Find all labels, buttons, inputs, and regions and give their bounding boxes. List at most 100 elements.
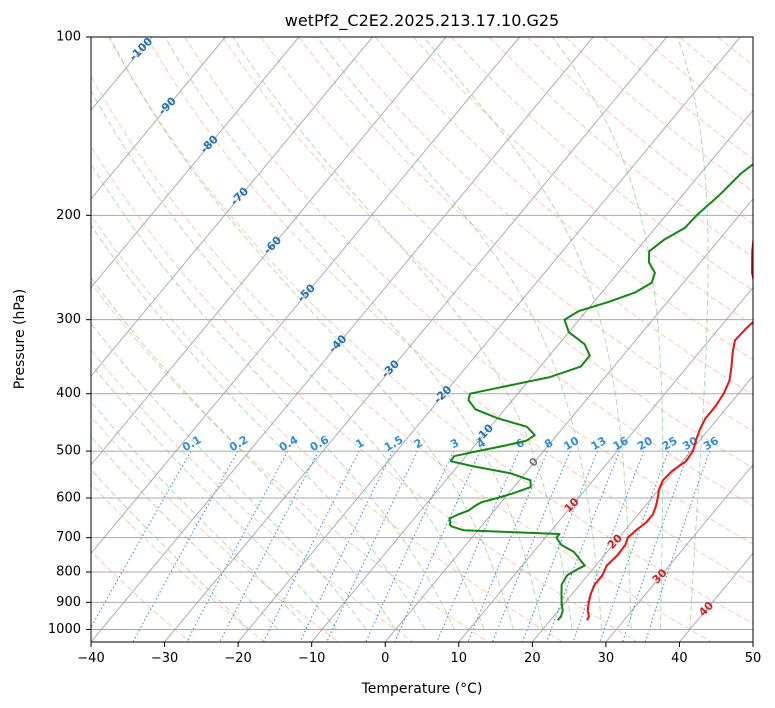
isotherm-line [237, 37, 741, 642]
moist-adiabat [91, 322, 367, 630]
isotherm-label: -60 [261, 233, 284, 256]
mixing-ratio-label: 20 [635, 434, 655, 453]
moist-adiabat [164, 37, 544, 630]
x-tick-label: −30 [151, 651, 178, 666]
dry-adiabat [146, 37, 753, 585]
dry-adiabat [488, 37, 753, 258]
isotherm-label: -80 [198, 132, 221, 155]
isotherm-label: -100 [127, 35, 156, 64]
y-axis-label: Pressure (hPa) [12, 289, 28, 389]
mixing-ratio-line [546, 450, 621, 642]
mixing-ratio-label: 16 [611, 434, 631, 453]
mixing-ratio-line [186, 450, 289, 642]
dry-adiabat [91, 214, 563, 642]
mixing-ratio-line [644, 450, 711, 642]
y-tick-label: 1000 [48, 622, 81, 637]
x-tick-label: 0 [381, 651, 389, 666]
dry-adiabat [91, 550, 191, 642]
dry-adiabat [184, 37, 753, 545]
mixing-ratio-line [91, 450, 192, 629]
moist-adiabat [91, 224, 426, 630]
moist-adiabat [91, 89, 485, 630]
moist-adiabat [551, 37, 664, 630]
temperature-line [586, 234, 753, 621]
x-tick-label: −10 [298, 651, 325, 666]
isotherm-label: -20 [431, 383, 454, 406]
moist-adiabat [91, 468, 249, 630]
x-tick-label: 40 [671, 651, 688, 666]
mixing-ratio-label: 3 [448, 436, 461, 451]
isotherm-line [679, 552, 753, 642]
isotherm-line [752, 641, 753, 642]
y-tick-label: 200 [56, 208, 81, 223]
mixing-ratio-label: 2 [412, 436, 425, 451]
mixing-ratio-line [492, 450, 571, 642]
dry-adiabat [450, 37, 753, 292]
y-tick-label: 900 [56, 595, 81, 610]
isotherm-line [91, 37, 300, 289]
dry-adiabat [679, 37, 753, 97]
moist-adiabat [316, 37, 603, 630]
dry-adiabat [412, 37, 753, 326]
isotherm-line [605, 463, 753, 642]
dry-adiabat [91, 482, 265, 642]
mixing-ratio-label: 13 [589, 434, 609, 453]
isotherm-label: -90 [156, 94, 179, 117]
mixing-ratio-line [326, 450, 418, 642]
isotherm-line [91, 37, 373, 377]
x-tick-label: 30 [598, 651, 615, 666]
x-tick-label: 10 [451, 651, 468, 666]
x-tick-label: −40 [77, 651, 104, 666]
moist-adiabat [109, 37, 514, 630]
isotherm-label: -30 [379, 357, 402, 380]
mixing-ratio-label: 8 [542, 436, 555, 451]
isotherm-line [458, 286, 753, 642]
mixing-ratio-label: 1 [353, 436, 366, 451]
y-tick-label: 300 [56, 312, 81, 327]
y-tick-label: 400 [56, 386, 81, 401]
x-axis: −40 −30 −20 −10 0 10 20 30 40 50 [77, 642, 761, 666]
dewpoint-line [448, 163, 753, 621]
moist-adiabat [677, 37, 709, 630]
dry-adiabat [91, 415, 340, 642]
isotherm-line [91, 37, 520, 555]
dry-adiabat [91, 349, 414, 642]
mixing-ratio-line [299, 450, 394, 642]
y-tick-label: 800 [56, 565, 81, 580]
y-tick-label: 600 [56, 491, 81, 506]
isotherm-line [0, 37, 5, 642]
isotherm-line [531, 375, 753, 642]
moist-adiabat [91, 400, 308, 630]
dry-adiabat [108, 37, 753, 625]
mixing-ratio-line [219, 450, 319, 642]
mixing-ratio-line [436, 450, 520, 642]
x-tick-label: 20 [524, 651, 541, 666]
moist-adiabat [91, 435, 279, 630]
y-axis: 100 200 300 400 500 600 700 800 900 1000 [48, 30, 91, 637]
dry-adiabat [91, 145, 638, 642]
isotherm-line [91, 37, 226, 200]
plot-frame [90, 36, 754, 643]
dry-adiabat [374, 37, 753, 361]
x-tick-label: 50 [745, 651, 762, 666]
dry-adiabat [222, 37, 753, 507]
dry-adiabat [91, 281, 489, 642]
y-tick-label: 500 [56, 444, 81, 459]
mixing-ratio-label: 36 [701, 434, 721, 453]
mixing-ratio-line [132, 450, 239, 642]
x-axis-label: Temperature (°C) [361, 681, 483, 697]
moist-adiabat [232, 37, 573, 630]
mixing-ratio-line [522, 450, 598, 642]
y-tick-label: 700 [56, 530, 81, 545]
x-tick-label: −20 [224, 651, 251, 666]
isotherm-line [91, 37, 447, 466]
mixing-ratio-line [599, 450, 669, 642]
moist-adiabat [91, 276, 397, 630]
isotherm-label: -50 [295, 281, 318, 304]
moist-adiabat [423, 37, 632, 630]
mixing-ratio-line [365, 450, 455, 642]
isotherm-label: -40 [326, 332, 349, 355]
dry-adiabat [603, 37, 753, 160]
